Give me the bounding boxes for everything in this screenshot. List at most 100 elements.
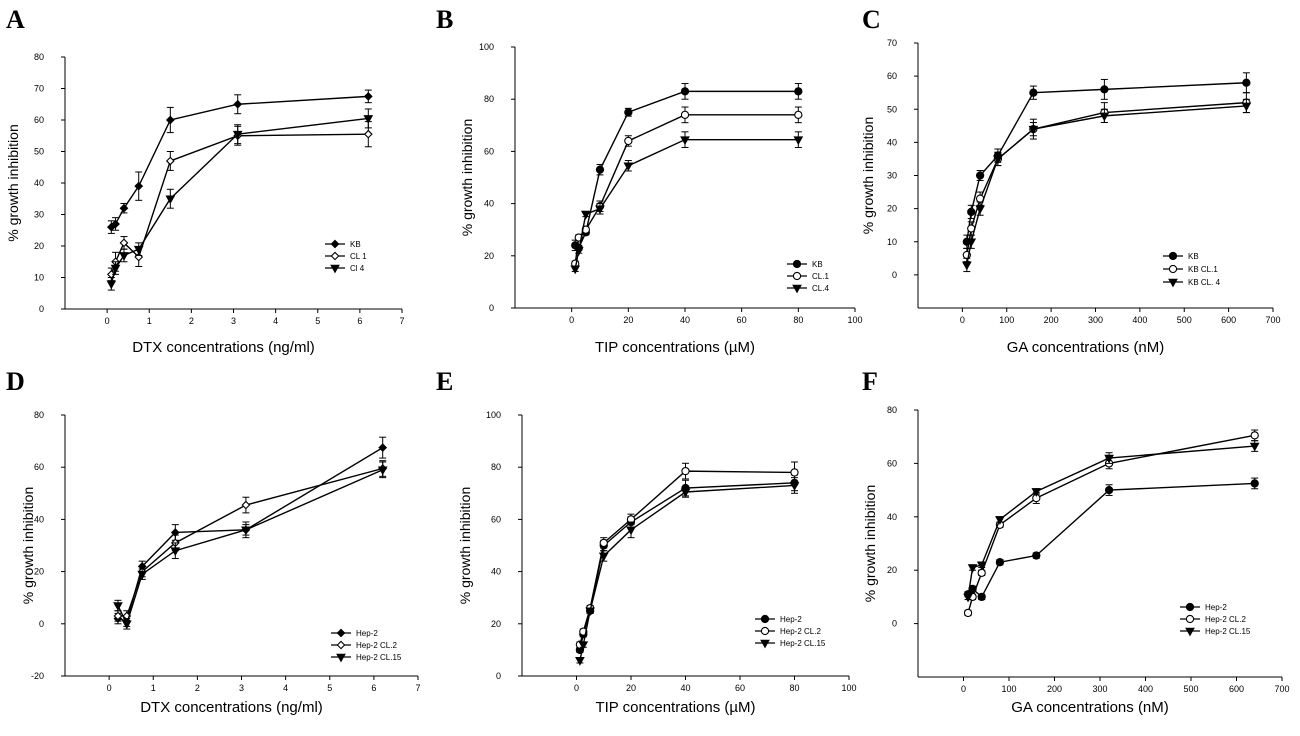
legend-marker	[760, 614, 770, 624]
legend-marker	[792, 271, 802, 281]
legend-label: Hep-2 CL.15	[780, 639, 826, 648]
data-point	[595, 165, 605, 174]
series-3	[575, 477, 800, 666]
data-point	[137, 570, 148, 580]
data-point	[967, 207, 976, 217]
x-tick-label: 700	[1274, 684, 1289, 694]
x-tick-label: 700	[1265, 315, 1280, 325]
series-1	[113, 436, 388, 627]
y-tick-label: 40	[887, 137, 897, 147]
data-point	[1241, 102, 1252, 112]
x-tick-label: 1	[147, 316, 152, 326]
series-2	[113, 460, 388, 622]
data-point	[793, 136, 804, 146]
y-tick-label: 0	[496, 671, 501, 681]
series-line	[117, 469, 383, 626]
data-point	[377, 466, 388, 476]
legend-label: KB	[812, 260, 823, 269]
legend-label: Hep-2 CL.15	[356, 653, 402, 662]
legend-label: KB	[1188, 252, 1199, 261]
data-point	[1032, 551, 1041, 560]
legend-label: Hep-2	[780, 615, 802, 624]
chart-panel-f: F 0 100 200 300 400 500 600 700 0 20 40 60 80 GA conce…	[862, 367, 1290, 716]
y-tick-label: 40	[34, 514, 44, 524]
x-tick-label: 0	[960, 315, 965, 325]
y-tick-label: 70	[887, 38, 897, 48]
x-axis-label: TIP concentrations (µM)	[595, 699, 755, 716]
y-axis-label: % growth inhibition	[457, 487, 473, 605]
y-tick-label: 50	[34, 147, 44, 157]
panel-label: F	[862, 367, 878, 396]
y-tick-label: 0	[892, 619, 897, 629]
legend-label: CL.4	[812, 284, 829, 293]
data-point	[1028, 125, 1039, 135]
x-tick-label: 600	[1229, 684, 1244, 694]
x-tick-label: 80	[789, 683, 799, 693]
legend-marker	[1185, 627, 1195, 637]
data-point	[1242, 78, 1251, 87]
data-point	[975, 205, 985, 215]
data-point	[241, 526, 251, 536]
x-axis-label: DTX concentrations (ng/ml)	[140, 699, 323, 716]
series-1	[963, 477, 1259, 602]
y-tick-label: 60	[887, 458, 897, 468]
y-tick-label: 0	[39, 619, 44, 629]
series-line	[110, 95, 369, 228]
y-tick-label: 60	[491, 514, 501, 524]
data-point	[595, 205, 605, 215]
series-1	[575, 474, 799, 655]
x-tick-label: 80	[793, 315, 803, 325]
data-point	[378, 443, 388, 453]
legend-label: KB	[350, 240, 361, 249]
data-point	[165, 195, 176, 205]
data-point	[623, 162, 634, 172]
chart-panel-d: D 0 1 2 3 4 5 6 7 -20 0 20 40 60 80 DTX concentrations …	[6, 367, 421, 716]
data-point	[165, 156, 175, 166]
data-point	[119, 203, 129, 213]
data-point	[121, 620, 132, 630]
y-axis-label: % growth inhibition	[5, 124, 21, 242]
series-line	[966, 101, 1247, 256]
data-point	[789, 482, 800, 491]
y-tick-label: 100	[479, 42, 494, 52]
y-tick-label: 10	[887, 237, 897, 247]
legend-marker	[760, 639, 770, 649]
y-tick-label: 80	[34, 52, 44, 62]
data-point	[626, 526, 636, 536]
legend-marker	[1185, 614, 1195, 624]
data-point	[165, 115, 175, 125]
x-tick-label: 2	[195, 683, 200, 693]
data-point	[995, 516, 1005, 525]
data-point	[681, 466, 690, 476]
data-point	[134, 181, 144, 191]
data-point	[1104, 454, 1114, 464]
data-point	[1031, 488, 1042, 497]
y-tick-label: 60	[887, 71, 897, 81]
y-tick-label: 0	[489, 303, 494, 313]
data-point	[977, 592, 986, 602]
y-tick-label: 40	[887, 512, 897, 522]
y-tick-label: 40	[491, 567, 501, 577]
data-point	[967, 564, 978, 573]
panel-label: E	[436, 367, 453, 396]
x-tick-label: 7	[399, 316, 404, 326]
x-tick-label: 40	[680, 315, 690, 325]
data-point	[680, 110, 690, 120]
x-tick-label: 6	[371, 683, 376, 693]
y-tick-label: 0	[892, 270, 897, 280]
series-line	[117, 467, 383, 617]
x-tick-label: 300	[1092, 684, 1107, 694]
x-tick-label: 300	[1088, 315, 1103, 325]
panel-label: C	[862, 5, 881, 34]
x-tick-label: 4	[283, 683, 288, 693]
x-tick-label: 7	[415, 683, 420, 693]
x-tick-label: 0	[574, 683, 579, 693]
legend-marker	[1168, 264, 1178, 274]
data-point	[113, 602, 123, 611]
x-tick-label: 400	[1138, 684, 1153, 694]
data-point	[575, 657, 585, 666]
legend: KB CL.1 CL.4	[787, 259, 829, 294]
legend-label: Hep-2 CL.2	[780, 627, 821, 636]
y-tick-label: 20	[484, 251, 494, 261]
data-point	[1104, 485, 1114, 495]
